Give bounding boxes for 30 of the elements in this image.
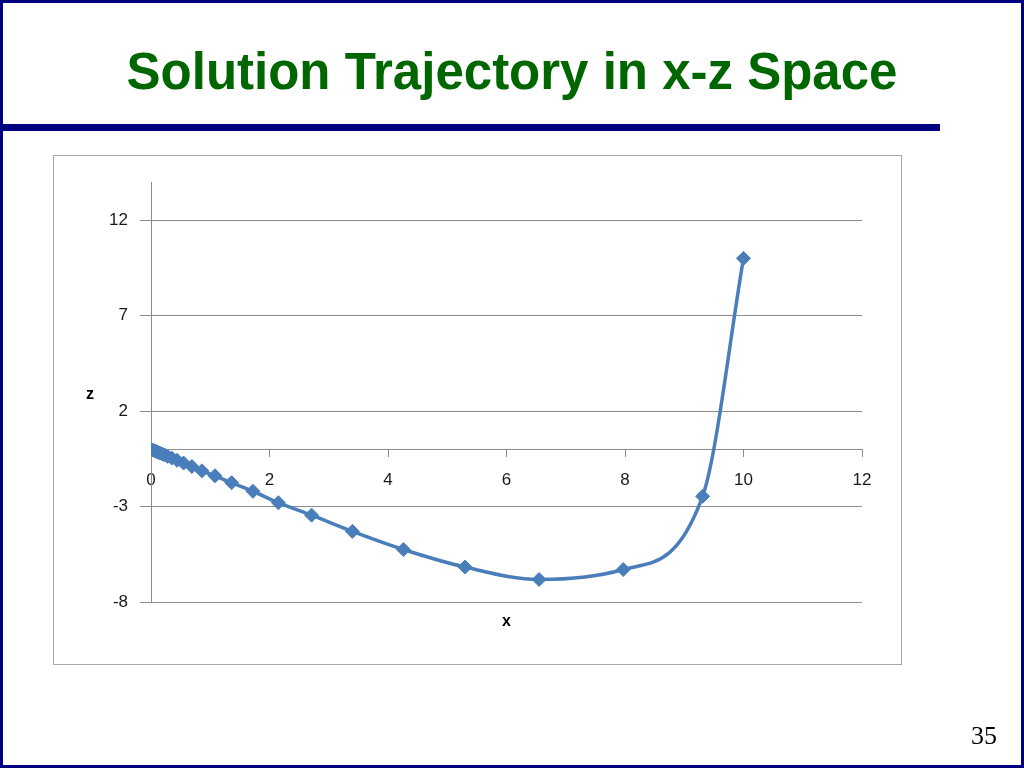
point [245, 483, 261, 499]
y-tick-label: 7 [118, 305, 128, 325]
x-axis-title: x [502, 612, 512, 630]
x-tick-label: 0 [146, 470, 156, 490]
x-tick-label: 8 [620, 470, 630, 490]
point [270, 495, 286, 511]
x-tick-label: 2 [264, 470, 275, 490]
text: 35 [971, 721, 997, 751]
x-tick-label: 4 [383, 470, 393, 490]
point [207, 468, 223, 484]
point [457, 559, 473, 575]
chart-title: Solution Trajectory in x-z Space [125, 43, 899, 100]
point [194, 463, 210, 479]
y-tick-label: -8 [112, 591, 128, 611]
point [615, 562, 631, 578]
x-tick-label: 10 [734, 470, 753, 490]
y-axis-title: z [86, 385, 94, 403]
point [304, 507, 320, 523]
x-tick-label: 6 [501, 470, 512, 490]
y-tick-label: -3 [112, 496, 128, 516]
point [344, 523, 360, 539]
y-tick-label: 12 [109, 209, 128, 229]
y-tick-label: 2 [118, 400, 128, 420]
point [184, 458, 200, 474]
point [224, 475, 240, 491]
point [736, 250, 751, 266]
point [395, 542, 411, 557]
x-tick-label: 12 [852, 470, 872, 490]
point [531, 571, 547, 587]
point [695, 488, 711, 504]
